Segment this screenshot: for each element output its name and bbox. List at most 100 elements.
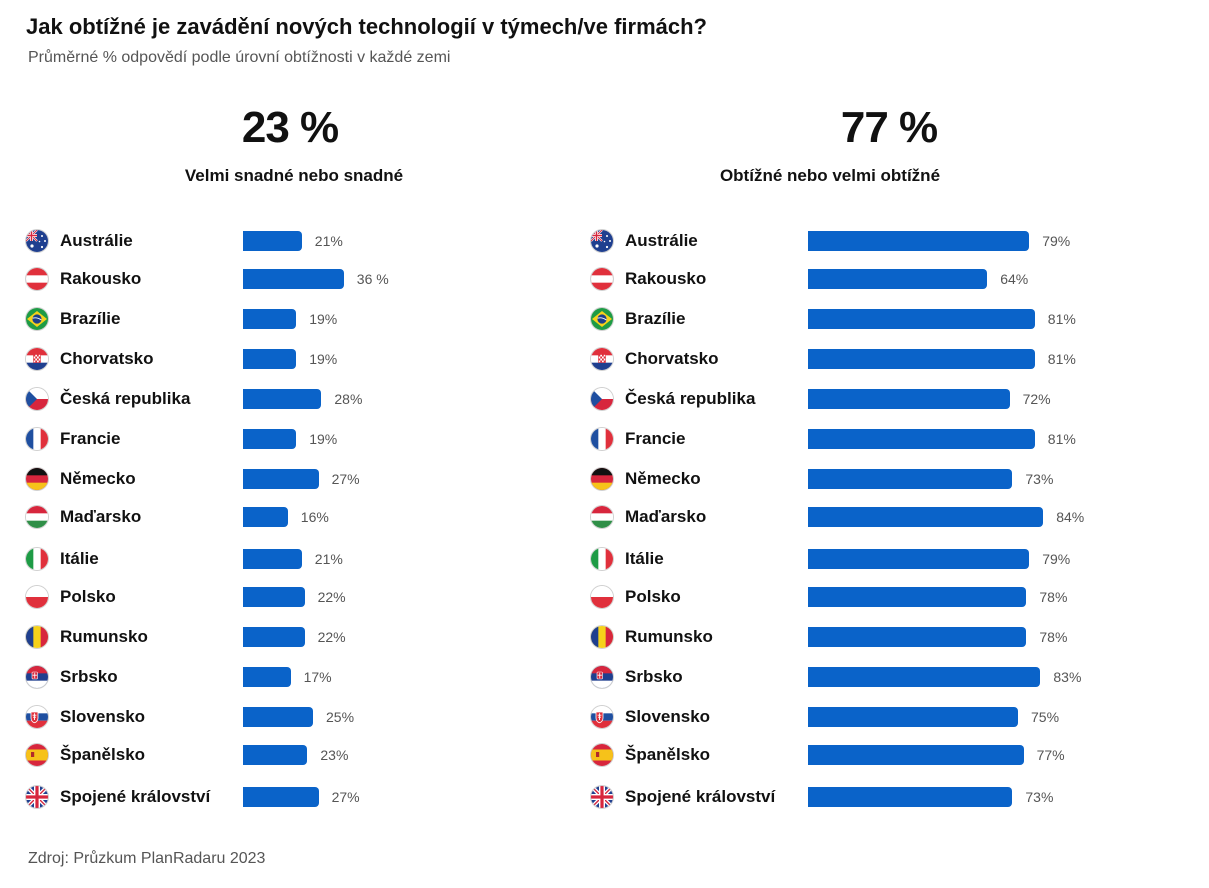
easy-value-label: 17%: [303, 669, 332, 685]
austria-flag-icon: [26, 268, 48, 290]
easy-country-label: Německo: [60, 469, 136, 488]
hard-country-label: Srbsko: [625, 667, 683, 686]
easy-row: Brazílie 19%: [0, 305, 560, 335]
czechia-flag-icon: [26, 388, 48, 410]
hard-bar: [808, 587, 1027, 607]
spain-flag-icon: [591, 744, 613, 766]
easy-country-label: Maďarsko: [60, 507, 142, 526]
easy-value-label: 23%: [320, 747, 349, 763]
hard-row: Španělsko 77%: [565, 741, 1125, 771]
australia-flag-icon: [591, 230, 613, 252]
easy-value-label: 21%: [314, 233, 343, 249]
easy-row: Španělsko 23%: [0, 741, 560, 771]
hard-row: Brazílie 81%: [565, 305, 1125, 335]
easy-bar: [243, 429, 297, 449]
easy-value-label: 25%: [326, 709, 355, 725]
croatia-flag-icon: [26, 348, 48, 370]
hard-bar: [808, 309, 1035, 329]
hard-value-label: 84%: [1056, 509, 1085, 525]
easy-bar: [243, 587, 305, 607]
easy-country-label: Česká republika: [60, 389, 191, 408]
easy-bar: [243, 507, 288, 527]
easy-row: Srbsko 17%: [0, 663, 560, 693]
hard-bar: [808, 269, 988, 289]
hard-value-label: 81%: [1047, 351, 1076, 367]
hard-row: Česká republika 72%: [565, 385, 1125, 415]
hard-country-label: Rumunsko: [625, 627, 713, 646]
hard-value-label: 81%: [1047, 311, 1076, 327]
italy-flag-icon: [26, 548, 48, 570]
hard-value-label: 75%: [1031, 709, 1060, 725]
hard-value-label: 79%: [1042, 551, 1071, 567]
easy-bar: [243, 627, 305, 647]
france-flag-icon: [591, 428, 613, 450]
hard-country-label: Česká republika: [625, 389, 756, 408]
hard-row: Slovensko 75%: [565, 703, 1125, 733]
easy-row: Austrálie 21%: [0, 227, 560, 257]
hard-bar: [808, 389, 1010, 409]
hard-bar: [808, 549, 1030, 569]
source-note: Zdroj: Průzkum PlanRadaru 2023: [28, 850, 266, 867]
easy-panel: 23 % Velmi snadné nebo snadné Austrálie 2…: [0, 0, 560, 888]
hard-value-label: 79%: [1042, 233, 1071, 249]
easy-value-label: 22%: [317, 629, 346, 645]
easy-country-label: Austrálie: [60, 231, 133, 250]
hard-row: Chorvatsko 81%: [565, 345, 1125, 375]
hard-row: Rakousko 64%: [565, 265, 1125, 295]
hard-panel: 77 % Obtížné nebo velmi obtížné Austráli…: [565, 0, 1125, 888]
brazil-flag-icon: [26, 308, 48, 330]
easy-country-label: Brazílie: [60, 309, 121, 328]
france-flag-icon: [26, 428, 48, 450]
hungary-flag-icon: [591, 506, 613, 528]
hard-bar: [808, 429, 1035, 449]
hard-value-label: 73%: [1025, 789, 1054, 805]
hard-country-label: Polsko: [625, 587, 681, 606]
uk-flag-icon: [26, 786, 48, 808]
easy-value-label: 19%: [309, 351, 338, 367]
easy-headline: 23 %: [241, 103, 339, 152]
hard-bar: [808, 231, 1030, 251]
easy-value-label: 27%: [331, 789, 360, 805]
hard-country-label: Chorvatsko: [625, 349, 719, 368]
hard-value-label: 78%: [1039, 589, 1068, 605]
easy-row: Česká republika 28%: [0, 385, 560, 415]
hard-country-label: Slovensko: [625, 707, 711, 726]
hard-country-label: Austrálie: [625, 231, 698, 250]
hard-row: Německo 73%: [565, 465, 1125, 495]
hard-rows: Austrálie 79% Rakousko 64% Brazílie 81% Chorva…: [565, 0, 1125, 888]
hard-bar: [808, 667, 1041, 687]
hard-caption: Obtížné nebo velmi obtížné: [719, 166, 941, 185]
easy-rows: Austrálie 21% Rakousko 36 % Brazílie 19% Chorv…: [0, 0, 560, 888]
easy-row: Polsko 22%: [0, 583, 560, 613]
hard-headline: 77 %: [840, 103, 938, 152]
spain-flag-icon: [26, 744, 48, 766]
hard-value-label: 83%: [1053, 669, 1082, 685]
easy-row: Spojené království 27%: [0, 783, 560, 813]
italy-flag-icon: [591, 548, 613, 570]
uk-flag-icon: [591, 786, 613, 808]
austria-flag-icon: [591, 268, 613, 290]
easy-caption: Velmi snadné nebo snadné: [184, 166, 404, 185]
easy-row: Rakousko 36 %: [0, 265, 560, 295]
easy-value-label: 28%: [334, 391, 363, 407]
easy-row: Francie 19%: [0, 425, 560, 455]
germany-flag-icon: [591, 468, 613, 490]
easy-country-label: Rumunsko: [60, 627, 148, 646]
easy-bar: [243, 231, 302, 251]
easy-bar: [243, 787, 319, 807]
easy-bar: [243, 667, 291, 687]
hard-row: Austrálie 79%: [565, 227, 1125, 257]
hard-row: Francie 81%: [565, 425, 1125, 455]
easy-row: Chorvatsko 19%: [0, 345, 560, 375]
easy-bar: [243, 309, 297, 329]
hard-country-label: Německo: [625, 469, 701, 488]
brazil-flag-icon: [591, 308, 613, 330]
easy-row: Rumunsko 22%: [0, 623, 560, 653]
hard-country-label: Brazílie: [625, 309, 686, 328]
hard-row: Polsko 78%: [565, 583, 1125, 613]
easy-bar: [243, 707, 313, 727]
easy-country-label: Slovensko: [60, 707, 146, 726]
hard-country-label: Rakousko: [625, 269, 707, 288]
chart-subtitle: Průměrné % odpovědí podle úrovní obtížno…: [28, 49, 451, 66]
hard-country-label: Itálie: [625, 549, 664, 568]
